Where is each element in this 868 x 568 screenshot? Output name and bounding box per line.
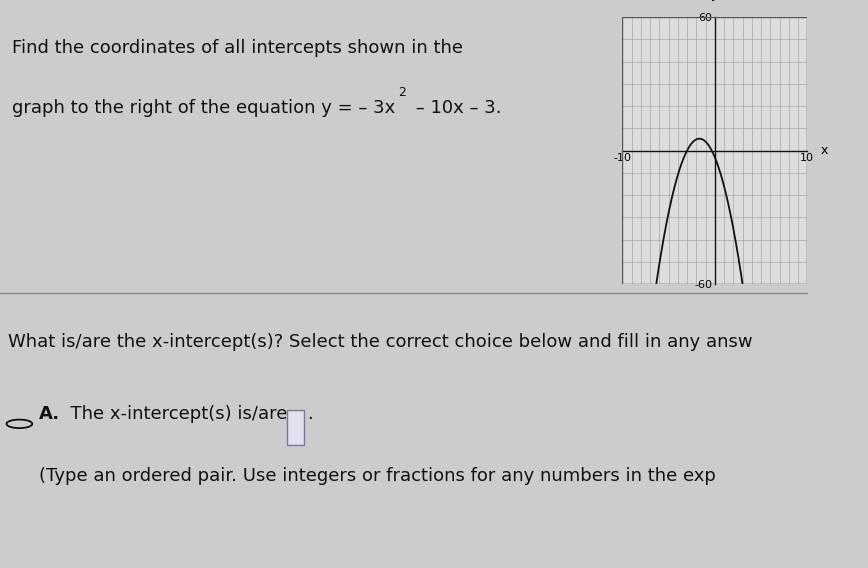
Text: Find the coordinates of all intercepts shown in the: Find the coordinates of all intercepts s…: [11, 39, 463, 57]
Text: The x-intercept(s) is/are: The x-intercept(s) is/are: [59, 405, 287, 423]
Text: A.: A.: [39, 405, 60, 423]
Text: y: y: [711, 0, 719, 2]
Bar: [622, 17, 807, 284]
Text: – 10x – 3.: – 10x – 3.: [410, 99, 502, 116]
Text: .: .: [306, 405, 312, 423]
Text: What is/are the x-intercept(s)? Select the correct choice below and fill in any : What is/are the x-intercept(s)? Select t…: [8, 333, 753, 351]
Text: (Type an ordered pair. Use integers or fractions for any numbers in the exp: (Type an ordered pair. Use integers or f…: [39, 466, 715, 485]
Text: graph to the right of the equation y = – 3x: graph to the right of the equation y = –…: [11, 99, 395, 116]
FancyBboxPatch shape: [286, 411, 305, 445]
Text: x: x: [821, 144, 828, 157]
Text: 2: 2: [398, 86, 406, 99]
